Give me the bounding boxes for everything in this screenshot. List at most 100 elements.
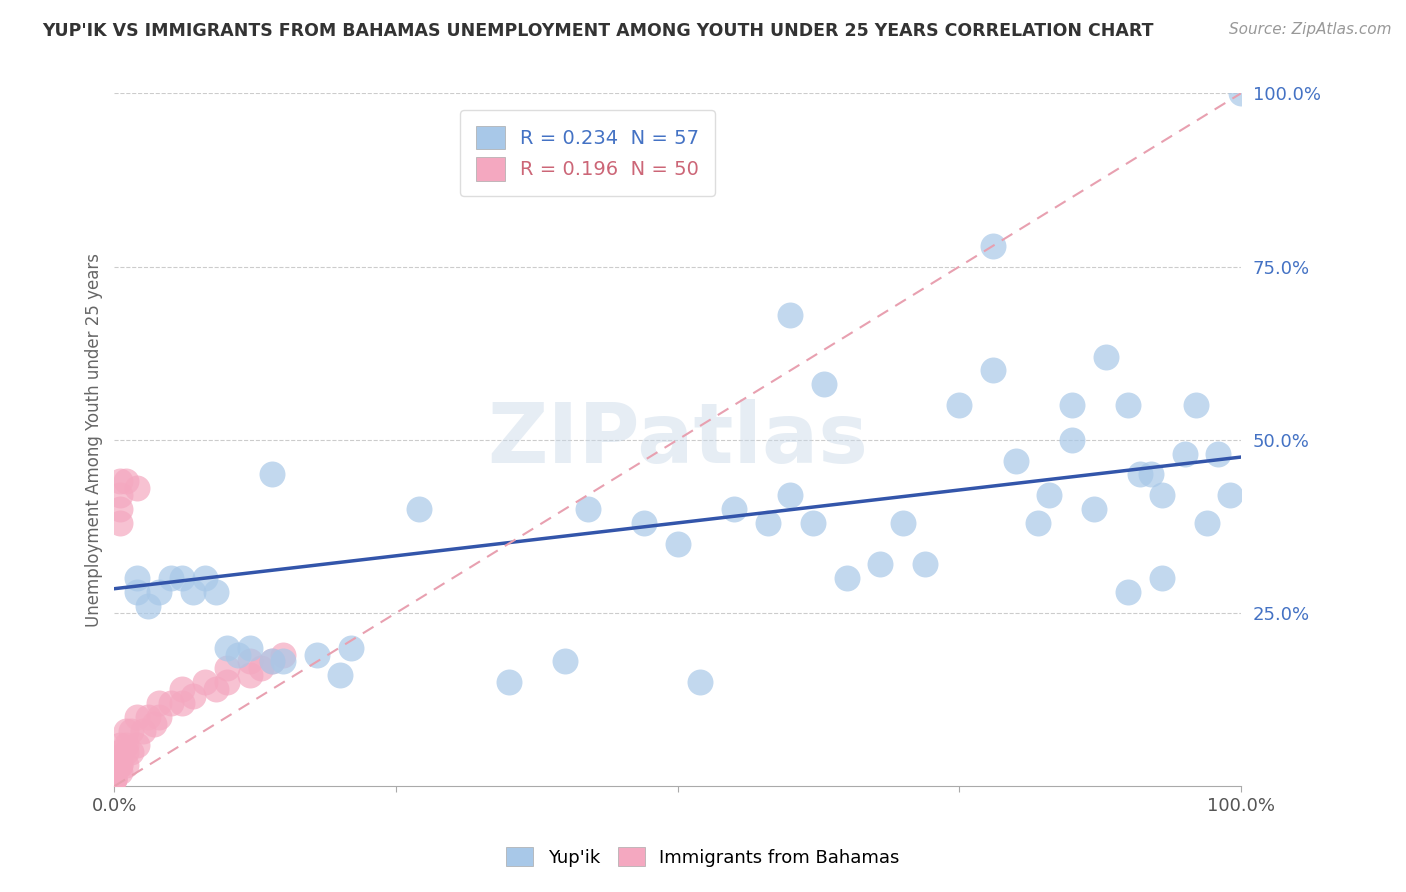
- Point: [103, 765, 125, 780]
- Point: [228, 648, 250, 662]
- Point: [103, 772, 125, 787]
- Point: [723, 502, 745, 516]
- Point: [131, 723, 153, 738]
- Point: [1060, 398, 1083, 412]
- Point: [125, 481, 148, 495]
- Point: [779, 488, 801, 502]
- Point: [103, 772, 125, 787]
- Point: [1174, 447, 1197, 461]
- Point: [108, 758, 131, 772]
- Point: [633, 516, 655, 530]
- Point: [125, 571, 148, 585]
- Point: [262, 655, 284, 669]
- Point: [1139, 467, 1161, 482]
- Point: [1219, 488, 1241, 502]
- Point: [120, 744, 142, 758]
- Text: Source: ZipAtlas.com: Source: ZipAtlas.com: [1229, 22, 1392, 37]
- Point: [340, 640, 363, 655]
- Point: [103, 751, 125, 765]
- Point: [204, 585, 226, 599]
- Point: [103, 772, 125, 787]
- Point: [1208, 447, 1230, 461]
- Point: [114, 738, 136, 752]
- Point: [948, 398, 970, 412]
- Point: [801, 516, 824, 530]
- Legend: Yup'ik, Immigrants from Bahamas: Yup'ik, Immigrants from Bahamas: [499, 840, 907, 874]
- Point: [148, 710, 170, 724]
- Point: [1197, 516, 1219, 530]
- Point: [1083, 502, 1105, 516]
- Point: [1116, 398, 1139, 412]
- Point: [869, 558, 891, 572]
- Point: [891, 516, 914, 530]
- Point: [114, 744, 136, 758]
- Point: [981, 239, 1004, 253]
- Point: [689, 675, 711, 690]
- Point: [408, 502, 430, 516]
- Point: [914, 558, 936, 572]
- Point: [1150, 488, 1173, 502]
- Point: [498, 675, 520, 690]
- Point: [108, 765, 131, 780]
- Point: [103, 765, 125, 780]
- Point: [1004, 453, 1026, 467]
- Point: [103, 765, 125, 780]
- Point: [981, 363, 1004, 377]
- Point: [1060, 433, 1083, 447]
- Point: [181, 689, 204, 703]
- Point: [159, 696, 181, 710]
- Point: [193, 571, 215, 585]
- Point: [1116, 585, 1139, 599]
- Point: [1026, 516, 1049, 530]
- Point: [835, 571, 858, 585]
- Point: [148, 585, 170, 599]
- Y-axis label: Unemployment Among Youth under 25 years: Unemployment Among Youth under 25 years: [86, 252, 103, 627]
- Point: [250, 661, 273, 675]
- Point: [125, 585, 148, 599]
- Point: [204, 682, 226, 697]
- Point: [329, 668, 352, 682]
- Point: [170, 682, 193, 697]
- Point: [215, 640, 238, 655]
- Point: [307, 648, 329, 662]
- Point: [273, 648, 295, 662]
- Point: [273, 655, 295, 669]
- Legend: R = 0.234  N = 57, R = 0.196  N = 50: R = 0.234 N = 57, R = 0.196 N = 50: [460, 110, 714, 196]
- Point: [103, 758, 125, 772]
- Point: [1230, 87, 1253, 101]
- Point: [125, 738, 148, 752]
- Point: [193, 675, 215, 690]
- Text: ZIPatlas: ZIPatlas: [486, 400, 868, 480]
- Point: [136, 599, 159, 613]
- Point: [136, 710, 159, 724]
- Point: [108, 516, 131, 530]
- Point: [142, 716, 165, 731]
- Point: [170, 696, 193, 710]
- Point: [108, 758, 131, 772]
- Point: [103, 765, 125, 780]
- Point: [239, 668, 262, 682]
- Point: [666, 536, 689, 550]
- Point: [108, 751, 131, 765]
- Point: [1038, 488, 1060, 502]
- Point: [114, 758, 136, 772]
- Point: [108, 488, 131, 502]
- Point: [103, 772, 125, 787]
- Point: [108, 744, 131, 758]
- Point: [1150, 571, 1173, 585]
- Point: [108, 475, 131, 489]
- Point: [239, 640, 262, 655]
- Point: [215, 675, 238, 690]
- Point: [120, 723, 142, 738]
- Point: [779, 308, 801, 322]
- Point: [103, 758, 125, 772]
- Point: [215, 661, 238, 675]
- Point: [576, 502, 599, 516]
- Point: [125, 710, 148, 724]
- Point: [756, 516, 779, 530]
- Point: [170, 571, 193, 585]
- Point: [1128, 467, 1150, 482]
- Point: [554, 655, 576, 669]
- Point: [148, 696, 170, 710]
- Point: [813, 377, 835, 392]
